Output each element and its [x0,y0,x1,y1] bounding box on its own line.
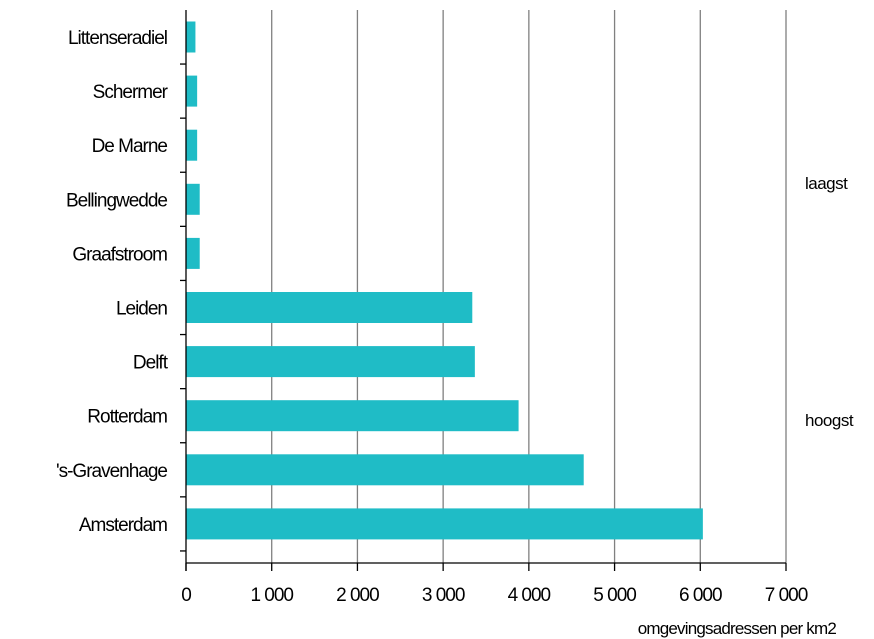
bar-5 [186,292,473,323]
tick-label: 6 000 [679,585,722,606]
category-label: Bellingwedde [66,190,167,211]
bar-1 [186,75,198,107]
category-label: Littenseradiel [68,28,167,49]
tick-label: 3 000 [422,585,465,606]
bar-0 [186,21,196,53]
category-label: Rotterdam [87,407,167,428]
tick-labels: 0 1 000 2 000 3 000 4 000 5 000 6 000 7 000 [181,585,808,606]
bar-3 [186,183,200,215]
tick-label: 5 000 [593,585,636,606]
category-label: Delft [133,353,169,374]
tick-label: 4 000 [508,585,551,606]
bar-6 [186,346,475,378]
tick-label: 7 000 [765,585,808,606]
category-label: Amsterdam [79,515,167,536]
group-label-highest: hoogst [805,411,854,430]
tick-label: 0 [181,585,191,606]
bars [186,21,703,540]
x-axis-title: omgevingsadressen per km2 [638,619,837,638]
group-label-lowest: laagst [805,174,848,193]
category-labels: Littenseradiel Schermer De Marne Bellingwed… [56,28,170,536]
bar-7 [186,400,519,432]
category-label: 's-Gravenhage [56,461,167,482]
bar-8 [186,454,584,486]
tick-label: 2 000 [336,585,379,606]
category-label: Graafstroom [72,244,167,265]
gridlines [271,10,787,563]
x-axis [180,10,787,571]
category-label: Schermer [93,82,169,103]
category-label: De Marne [92,136,168,157]
bar-2 [186,129,198,161]
category-label: Leiden [116,299,167,320]
bar-4 [186,237,200,269]
bar-9 [186,508,703,540]
tick-label: 1 000 [250,585,293,606]
